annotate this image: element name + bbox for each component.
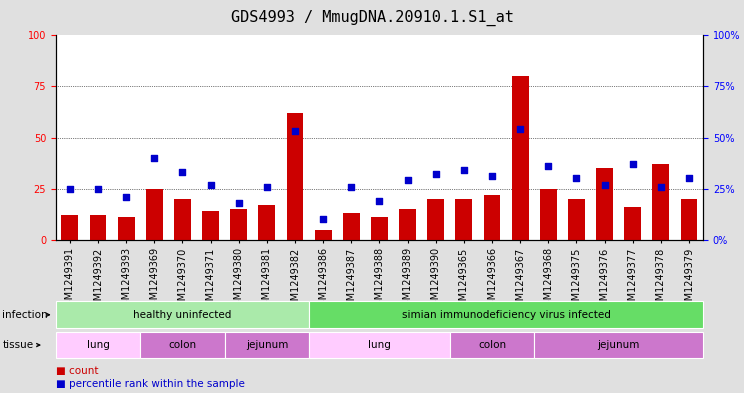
Bar [512,76,528,240]
Point [261,184,273,190]
Point [121,194,132,200]
Bar [258,205,275,240]
Text: jejunum: jejunum [246,340,288,350]
Point [148,155,160,161]
Point [345,184,357,190]
Point [64,185,76,192]
Point [458,167,469,173]
Bar [652,164,670,240]
Text: colon: colon [478,340,506,350]
Bar [596,168,613,240]
Text: lung: lung [368,340,391,350]
Bar [62,215,78,240]
Point [486,173,498,180]
Bar [568,199,585,240]
Text: colon: colon [168,340,196,350]
Bar [89,215,106,240]
Point [402,177,414,184]
Point [514,126,526,132]
Point [683,175,695,182]
Point [655,184,667,190]
Bar [371,217,388,240]
Bar [343,213,360,240]
Point [205,182,217,188]
Point [92,185,104,192]
Point [599,182,611,188]
Bar [484,195,501,240]
Point [571,175,583,182]
Bar [455,199,472,240]
Text: infection: infection [2,310,48,320]
Point [626,161,638,167]
Bar [286,113,304,240]
Text: GDS4993 / MmugDNA.20910.1.S1_at: GDS4993 / MmugDNA.20910.1.S1_at [231,10,513,26]
Text: tissue: tissue [2,340,33,350]
Point [317,216,329,222]
Point [542,163,554,169]
Bar [174,199,191,240]
Text: ■ percentile rank within the sample: ■ percentile rank within the sample [56,379,245,389]
Bar [118,217,135,240]
Bar [540,189,557,240]
Text: lung: lung [86,340,109,350]
Point [373,198,385,204]
Point [233,200,245,206]
Bar [681,199,697,240]
Bar [202,211,219,240]
Point [176,169,188,175]
Bar [146,189,163,240]
Text: jejunum: jejunum [597,340,640,350]
Bar [399,209,416,240]
Point [289,128,301,134]
Bar [231,209,247,240]
Text: ■ count: ■ count [56,366,98,376]
Point [430,171,442,178]
Bar [315,230,332,240]
Text: simian immunodeficiency virus infected: simian immunodeficiency virus infected [402,310,611,320]
Bar [427,199,444,240]
Text: healthy uninfected: healthy uninfected [133,310,231,320]
Bar [624,207,641,240]
